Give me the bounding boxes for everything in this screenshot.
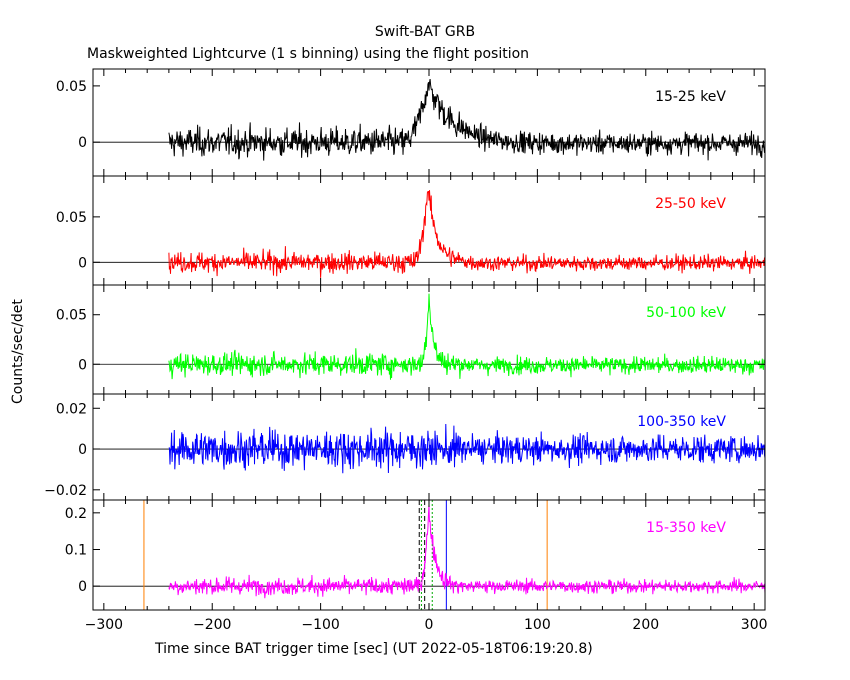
y-tick-label: 0 xyxy=(78,579,87,595)
panel-15-25-kev: 0 0.05 15-25 keV xyxy=(56,68,766,177)
panel-100-350-kev: −0.02 0 0.02 100-350 keV xyxy=(44,393,766,501)
panel-50-100-kev: 0 0.05 50-100 keV xyxy=(56,284,766,395)
x-tick-label: 0 xyxy=(425,617,434,633)
y-tick-label: 0 xyxy=(78,255,87,271)
y-tick-label: 0.05 xyxy=(56,210,87,226)
x-axis-label: Time since BAT trigger time [sec] (UT 20… xyxy=(155,641,593,657)
panel-15-350-kev: 0 0.1 0.2 15-350 keV xyxy=(65,499,766,611)
y-tick-label: 0.02 xyxy=(56,401,87,417)
band-label: 100-350 keV xyxy=(637,414,726,430)
panel-25-50-kev: 0 0.05 25-50 keV xyxy=(56,175,766,286)
y-tick-label: 0.2 xyxy=(65,506,87,522)
chart-title: Swift-BAT GRB xyxy=(374,24,476,40)
y-tick-label: −0.02 xyxy=(44,483,87,499)
x-tick-label: 200 xyxy=(632,617,659,633)
series-line xyxy=(168,190,766,278)
y-tick-label: 0.05 xyxy=(56,79,87,95)
series-line xyxy=(168,423,766,474)
band-label: 15-350 keV xyxy=(646,520,726,536)
x-tick-label: 100 xyxy=(524,617,551,633)
y-tick-label: 0.1 xyxy=(65,543,87,559)
y-tick-label: 0 xyxy=(78,135,87,151)
x-tick-label: −300 xyxy=(85,617,123,633)
y-tick-label: 0.05 xyxy=(56,308,87,324)
series-line xyxy=(168,504,766,599)
x-tick-label: −200 xyxy=(193,617,231,633)
series-line xyxy=(168,293,766,380)
band-label: 15-25 keV xyxy=(655,89,726,105)
y-tick-label: 0 xyxy=(78,357,87,373)
band-label: 25-50 keV xyxy=(655,196,726,212)
x-tick-label: −100 xyxy=(301,617,339,633)
series-line xyxy=(168,79,766,161)
x-tick-label: 300 xyxy=(741,617,768,633)
chart-subtitle: Maskweighted Lightcurve (1 s binning) us… xyxy=(87,46,530,62)
band-label: 50-100 keV xyxy=(646,305,726,321)
y-tick-label: 0 xyxy=(78,442,87,458)
